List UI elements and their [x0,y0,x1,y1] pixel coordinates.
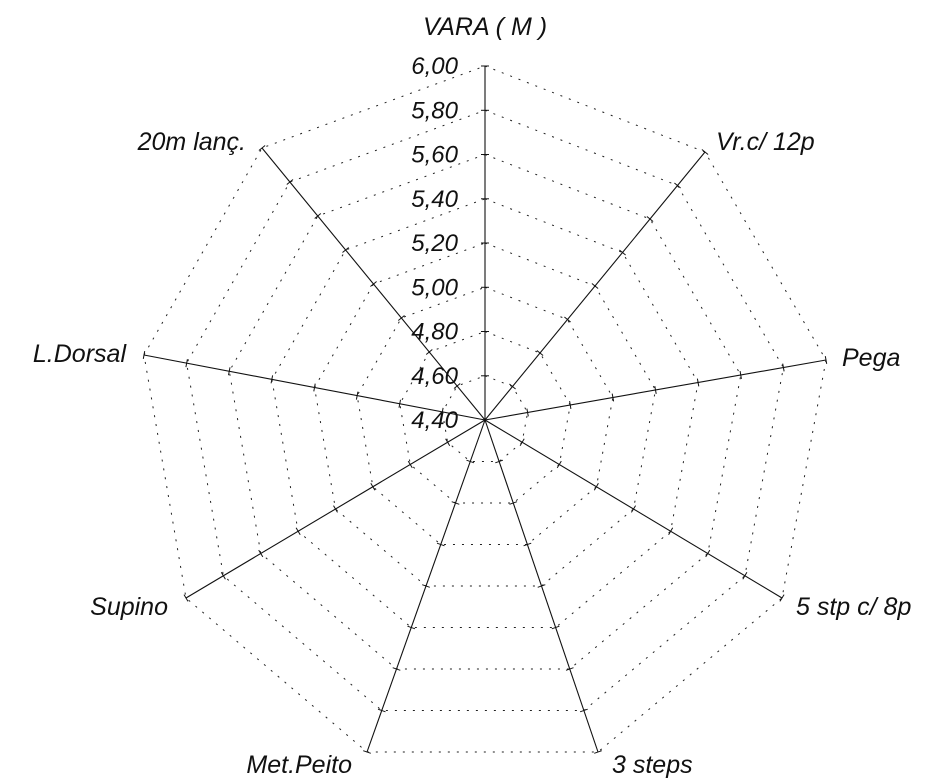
axis-label: 5 stp c/ 8p [796,593,911,621]
tick-mark [355,391,359,400]
tick-mark [536,350,544,356]
tick-mark [270,375,274,384]
tick-mark [526,408,529,417]
tick-mark [782,363,785,372]
tick-mark [591,283,599,289]
tick-mark [565,667,574,671]
tick-mark [342,247,350,253]
tick-mark [370,483,376,491]
tick-mark [696,378,700,387]
tick-mark [509,501,518,505]
tick-marks [142,65,828,754]
tick-mark [377,708,386,713]
tick-mark [556,460,562,469]
tick-mark [519,438,525,446]
tick-mark [824,356,828,364]
tick-mark [564,316,571,323]
tick-mark [611,393,615,402]
tick-mark [701,149,709,155]
tick-mark [397,315,405,321]
tick-mark [183,594,189,602]
tick-mark [295,527,301,535]
tick-mark [258,145,266,151]
tick-mark [630,505,637,513]
tick-mark [551,625,560,630]
tick-mark [619,249,626,256]
tick-label: 5,00 [411,274,458,301]
axis-label: Met.Peito [246,751,352,778]
tick-mark [313,383,316,392]
tick-mark [705,549,711,558]
tick-label: 6,00 [411,53,458,80]
tick-labels: 4,40 4,60 4,80 5,00 5,20 5,40 5,60 5,80 6,00 [411,53,458,434]
tick-mark [453,383,461,389]
axis-labels: VARA ( M ) Vr.c/ 12p Pega 5 stp c/ 8p 3 step… [33,13,912,778]
tick-label: 5,20 [411,230,458,257]
axis-label: Pega [842,344,900,372]
axis-label: Supino [90,593,168,621]
tick-mark [495,459,504,464]
tick-mark [407,460,413,469]
tick-mark [674,182,681,189]
tick-mark [451,501,460,505]
tick-mark [392,667,401,671]
tick-label: 4,60 [411,363,458,390]
tick-label: 4,40 [411,407,458,434]
axis-label: VARA ( M ) [423,13,547,41]
tick-mark [220,572,226,580]
tick-mark [425,349,433,355]
tick-mark [314,213,322,219]
tick-mark [537,584,546,588]
axis-lines [143,66,827,753]
tick-mark [466,459,475,464]
tick-mark [407,625,416,630]
tick-label: 5,80 [411,97,458,124]
tick-mark [509,383,516,390]
tick-mark [286,179,294,185]
tick-mark [523,542,532,547]
tick-mark [258,549,264,558]
tick-mark [228,367,231,376]
tick-mark [593,483,599,491]
tick-mark [142,351,146,359]
tick-label: 5,60 [411,142,458,169]
tick-label: 5,40 [411,186,458,213]
tick-mark [441,407,444,416]
axis-label: 3 steps [612,751,693,778]
tick-mark [739,371,742,379]
tick-mark [185,359,188,368]
axis-label: Vr.c/ 12p [716,128,815,156]
tick-mark [742,572,748,580]
axis-label: L.Dorsal [33,340,128,368]
tick-mark [654,386,657,394]
tick-mark [363,750,371,754]
tick-mark [370,281,377,287]
tick-mark [646,216,654,222]
tick-mark [569,401,572,409]
tick-mark [779,594,785,602]
tick-mark [445,438,451,446]
axis-label: 20m lanç. [137,128,246,156]
tick-mark [594,750,602,754]
tick-mark [579,708,588,713]
tick-mark [422,584,430,588]
tick-mark [398,399,401,408]
tick-label: 4,80 [411,319,458,346]
tick-mark [436,542,445,547]
tick-mark [668,527,674,535]
tick-mark [333,505,338,513]
